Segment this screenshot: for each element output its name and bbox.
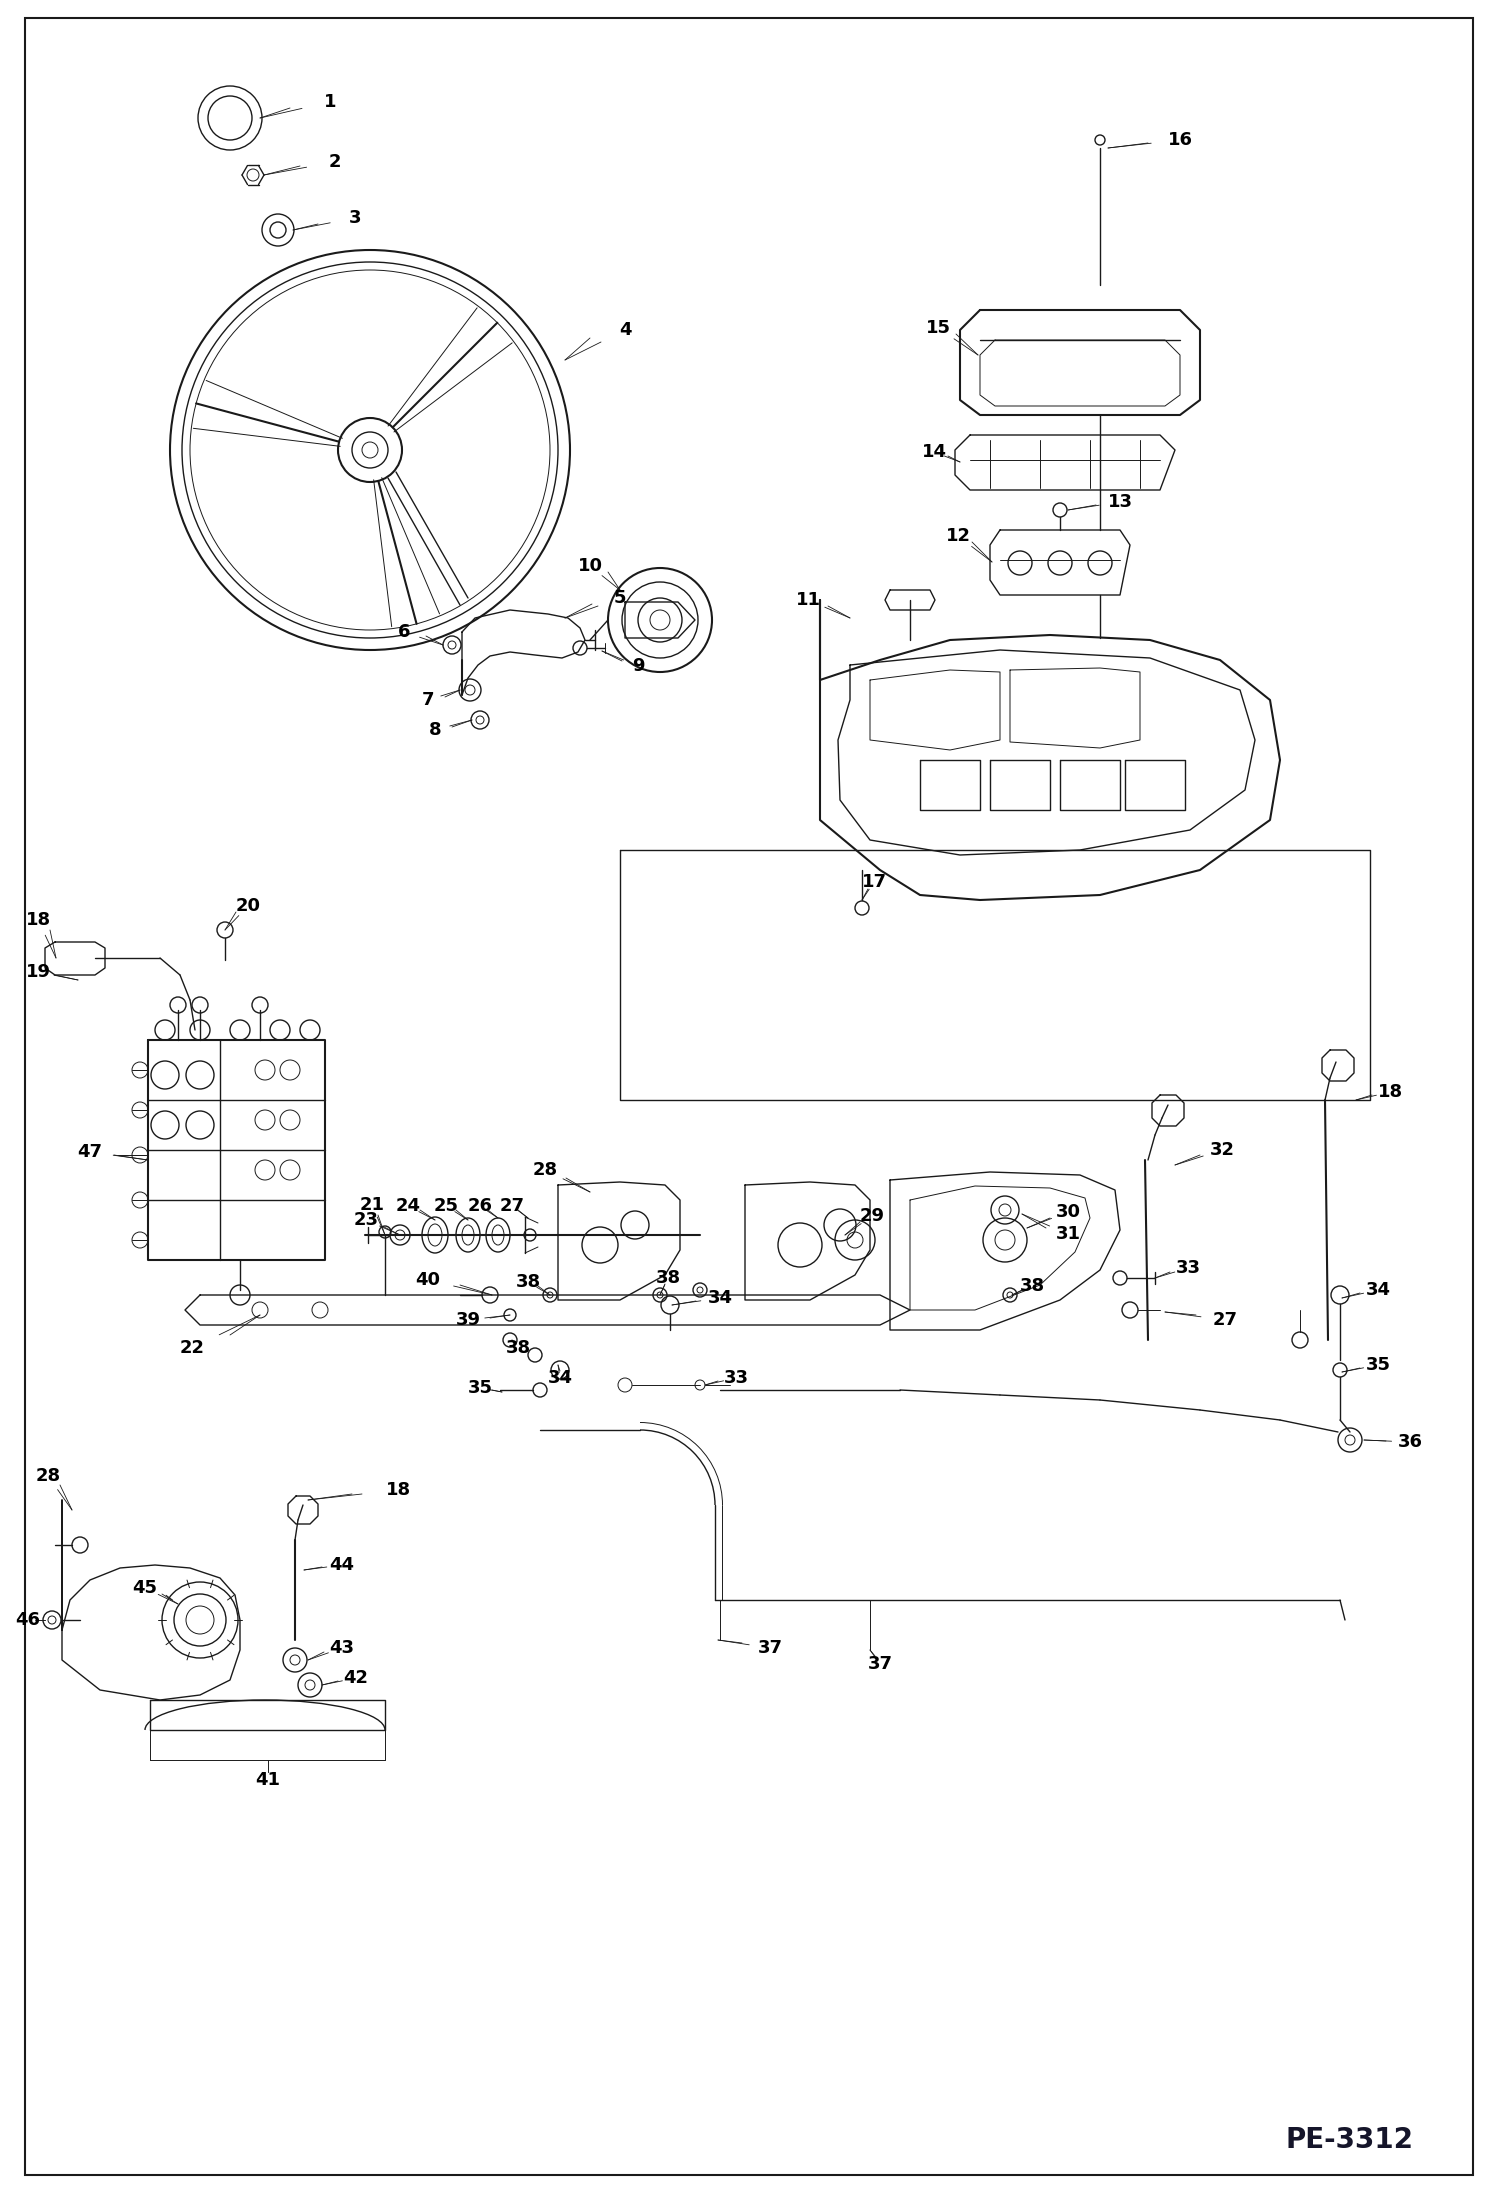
Text: 47: 47 xyxy=(78,1143,102,1160)
Text: 37: 37 xyxy=(867,1656,893,1673)
Text: 10: 10 xyxy=(578,557,602,575)
Text: 42: 42 xyxy=(343,1669,369,1686)
Text: 25: 25 xyxy=(433,1197,458,1215)
Text: 31: 31 xyxy=(1056,1226,1080,1243)
Text: 34: 34 xyxy=(707,1289,733,1307)
Text: 24: 24 xyxy=(395,1197,421,1215)
Text: 12: 12 xyxy=(945,526,971,546)
Text: 38: 38 xyxy=(505,1340,530,1357)
Text: 33: 33 xyxy=(724,1368,749,1386)
Text: 19: 19 xyxy=(25,963,51,980)
Text: PE-3312: PE-3312 xyxy=(1285,2125,1414,2154)
Text: 33: 33 xyxy=(1176,1259,1200,1276)
Text: 17: 17 xyxy=(861,873,887,890)
Text: 36: 36 xyxy=(1398,1432,1423,1452)
Text: 46: 46 xyxy=(15,1612,40,1629)
Text: 13: 13 xyxy=(1107,493,1132,511)
Text: 5: 5 xyxy=(614,590,626,607)
Text: 18: 18 xyxy=(385,1480,410,1500)
Text: 1: 1 xyxy=(324,92,336,112)
Text: 35: 35 xyxy=(1366,1355,1390,1375)
Text: 14: 14 xyxy=(921,443,947,461)
Text: 11: 11 xyxy=(795,590,821,610)
Text: 44: 44 xyxy=(330,1557,355,1575)
Text: 4: 4 xyxy=(619,320,631,340)
Text: 43: 43 xyxy=(330,1638,355,1658)
Text: 32: 32 xyxy=(1209,1140,1234,1158)
Text: 27: 27 xyxy=(1212,1311,1237,1329)
Text: 8: 8 xyxy=(428,721,442,739)
Text: 3: 3 xyxy=(349,208,361,228)
Text: 28: 28 xyxy=(532,1160,557,1180)
Text: 39: 39 xyxy=(455,1311,481,1329)
Text: 34: 34 xyxy=(1366,1281,1390,1298)
Text: 18: 18 xyxy=(25,910,51,930)
Text: 38: 38 xyxy=(515,1272,541,1292)
Text: 38: 38 xyxy=(1020,1276,1044,1296)
Text: 6: 6 xyxy=(398,623,410,640)
Text: 29: 29 xyxy=(860,1206,884,1226)
Text: 23: 23 xyxy=(354,1211,379,1228)
Text: 22: 22 xyxy=(180,1340,205,1357)
Text: 20: 20 xyxy=(235,897,261,914)
Text: 15: 15 xyxy=(926,318,951,338)
Text: 30: 30 xyxy=(1056,1204,1080,1222)
Text: 27: 27 xyxy=(499,1197,524,1215)
Text: 34: 34 xyxy=(547,1368,572,1386)
Text: 2: 2 xyxy=(328,154,342,171)
Text: 18: 18 xyxy=(1378,1083,1402,1101)
Text: 26: 26 xyxy=(467,1197,493,1215)
Text: 45: 45 xyxy=(132,1579,157,1597)
Text: 9: 9 xyxy=(632,658,644,675)
Text: 37: 37 xyxy=(758,1638,782,1658)
Text: 41: 41 xyxy=(256,1772,280,1789)
Text: 21: 21 xyxy=(360,1195,385,1215)
Text: 7: 7 xyxy=(422,691,434,708)
Text: 38: 38 xyxy=(656,1270,680,1287)
Text: 35: 35 xyxy=(467,1379,493,1397)
Text: 28: 28 xyxy=(36,1467,60,1485)
Text: 16: 16 xyxy=(1167,132,1192,149)
Text: 40: 40 xyxy=(415,1272,440,1289)
